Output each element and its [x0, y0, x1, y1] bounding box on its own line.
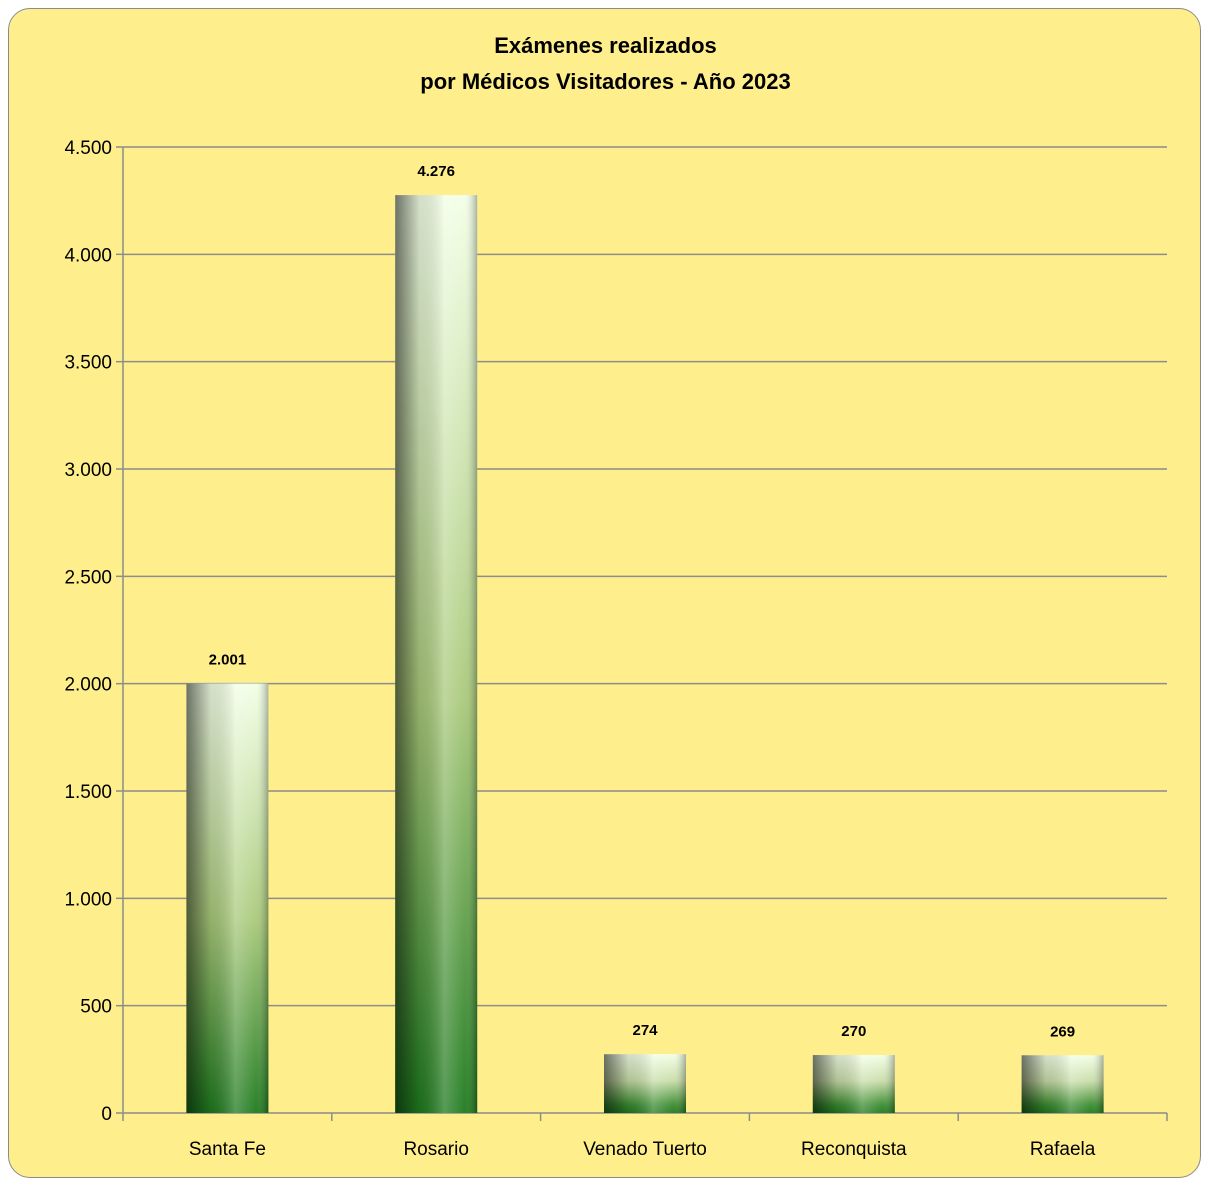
y-tick-label: 3.000	[64, 460, 112, 481]
chart-title-line-1: Exámenes realizados	[494, 33, 717, 58]
x-category-label: Venado Tuerto	[583, 1139, 707, 1160]
y-tick-label: 1.500	[64, 782, 112, 803]
x-category-label: Santa Fe	[189, 1139, 266, 1160]
y-tick-label: 0	[101, 1104, 112, 1125]
y-tick-label: 4.000	[64, 245, 112, 266]
data-label: 4.276	[417, 163, 455, 180]
y-tick-label: 2.000	[64, 675, 112, 696]
data-label: 2.001	[209, 651, 247, 668]
data-label: 269	[1050, 1023, 1075, 1040]
bar-shading	[812, 1055, 895, 1113]
bar-shading	[1021, 1055, 1104, 1113]
x-category-label: Reconquista	[801, 1139, 907, 1160]
chart-title-line-2: por Médicos Visitadores - Año 2023	[420, 69, 791, 94]
y-tick-label: 3.500	[64, 353, 112, 374]
data-label: 270	[841, 1023, 866, 1040]
bar-shading	[186, 683, 269, 1113]
y-tick-label: 2.500	[64, 567, 112, 588]
x-category-label: Rafaela	[1030, 1139, 1096, 1160]
x-category-label: Rosario	[403, 1139, 468, 1160]
y-tick-label: 1.000	[64, 889, 112, 910]
y-tick-label: 4.500	[64, 138, 112, 159]
bar-shading	[604, 1054, 686, 1113]
y-tick-label: 500	[80, 997, 112, 1018]
data-label: 274	[632, 1022, 658, 1039]
bar-shading	[395, 195, 478, 1113]
